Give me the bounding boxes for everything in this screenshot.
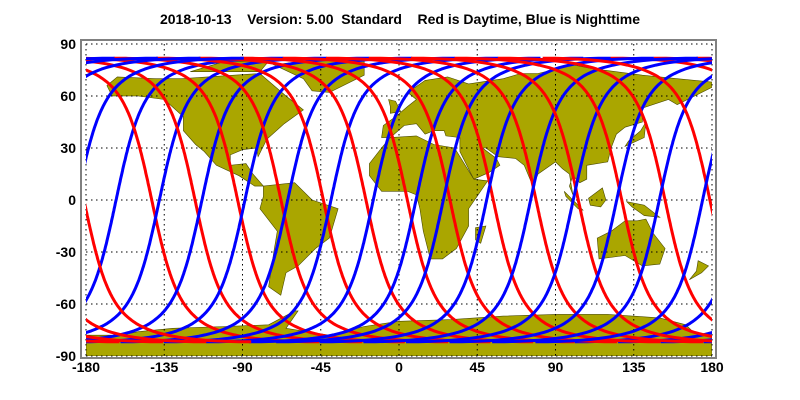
daytime-track bbox=[86, 59, 363, 344]
x-tick-label: -180 bbox=[72, 359, 100, 375]
daytime-track bbox=[454, 56, 712, 338]
nighttime-track bbox=[405, 57, 712, 344]
land-new-zealand bbox=[689, 260, 710, 280]
nighttime-track bbox=[449, 61, 712, 344]
y-tick-label: 0 bbox=[68, 192, 76, 208]
nighttime-track bbox=[205, 56, 541, 344]
nighttime-track bbox=[0, 58, 28, 342]
daytime-track bbox=[86, 56, 405, 344]
daytime-track bbox=[86, 202, 252, 344]
daytime-track bbox=[368, 56, 704, 344]
daytime-track bbox=[497, 56, 712, 322]
y-tick-label: 90 bbox=[60, 36, 76, 52]
x-tick-label: 135 bbox=[622, 359, 646, 375]
land-new-guinea bbox=[625, 201, 661, 218]
nighttime-track bbox=[276, 56, 611, 344]
nighttime-track bbox=[703, 340, 712, 344]
land-borneo bbox=[588, 187, 607, 208]
nighttime-track bbox=[86, 56, 370, 342]
daytime-track bbox=[740, 58, 800, 342]
nighttime-track bbox=[86, 56, 244, 165]
nighttime-track bbox=[492, 74, 712, 344]
nighttime-track bbox=[86, 56, 284, 304]
daytime-track bbox=[198, 56, 534, 344]
y-tick-label: 30 bbox=[60, 140, 76, 156]
daytime-track bbox=[410, 56, 712, 343]
chart-title: 2018-10-13 Version: 5.00 Standard Red is… bbox=[160, 11, 640, 27]
daytime-track bbox=[86, 68, 320, 344]
x-tick-label: 90 bbox=[548, 359, 564, 375]
nighttime-track bbox=[363, 56, 698, 344]
daytime-track bbox=[0, 58, 35, 342]
land-south-america bbox=[259, 182, 339, 296]
ground-tracks bbox=[0, 56, 800, 344]
y-tick-label: 60 bbox=[60, 88, 76, 104]
daytime-track bbox=[542, 56, 712, 217]
y-tick-label: -30 bbox=[56, 244, 76, 260]
nighttime-track bbox=[574, 297, 712, 344]
nighttime-track bbox=[319, 56, 654, 344]
nighttime-track bbox=[790, 58, 800, 342]
nighttime-track bbox=[248, 56, 584, 344]
tick-labels: -180 -135 -90 -45 0 45 90 135 180 90 60 30 0 -30 -60 -9… bbox=[56, 36, 724, 375]
nighttime-track bbox=[747, 58, 800, 342]
x-tick-label: 180 bbox=[700, 359, 724, 375]
daytime-track bbox=[782, 58, 800, 342]
daytime-track bbox=[156, 56, 491, 344]
daytime-track bbox=[240, 56, 575, 344]
nighttime-track bbox=[120, 56, 455, 344]
y-tick-label: -60 bbox=[56, 296, 76, 312]
x-tick-label: -45 bbox=[311, 359, 331, 375]
y-tick-label: -90 bbox=[56, 348, 76, 364]
x-tick-label: -135 bbox=[150, 359, 178, 375]
x-tick-label: -90 bbox=[232, 359, 252, 375]
daytime-track bbox=[325, 56, 661, 344]
x-tick-label: 0 bbox=[395, 359, 403, 375]
nighttime-track bbox=[86, 56, 413, 344]
nighttime-track bbox=[163, 56, 499, 344]
daytime-track bbox=[282, 56, 618, 344]
x-tick-label: 45 bbox=[469, 359, 485, 375]
daytime-track bbox=[113, 56, 449, 344]
nighttime-track bbox=[535, 151, 712, 344]
nighttime-track bbox=[86, 56, 327, 335]
